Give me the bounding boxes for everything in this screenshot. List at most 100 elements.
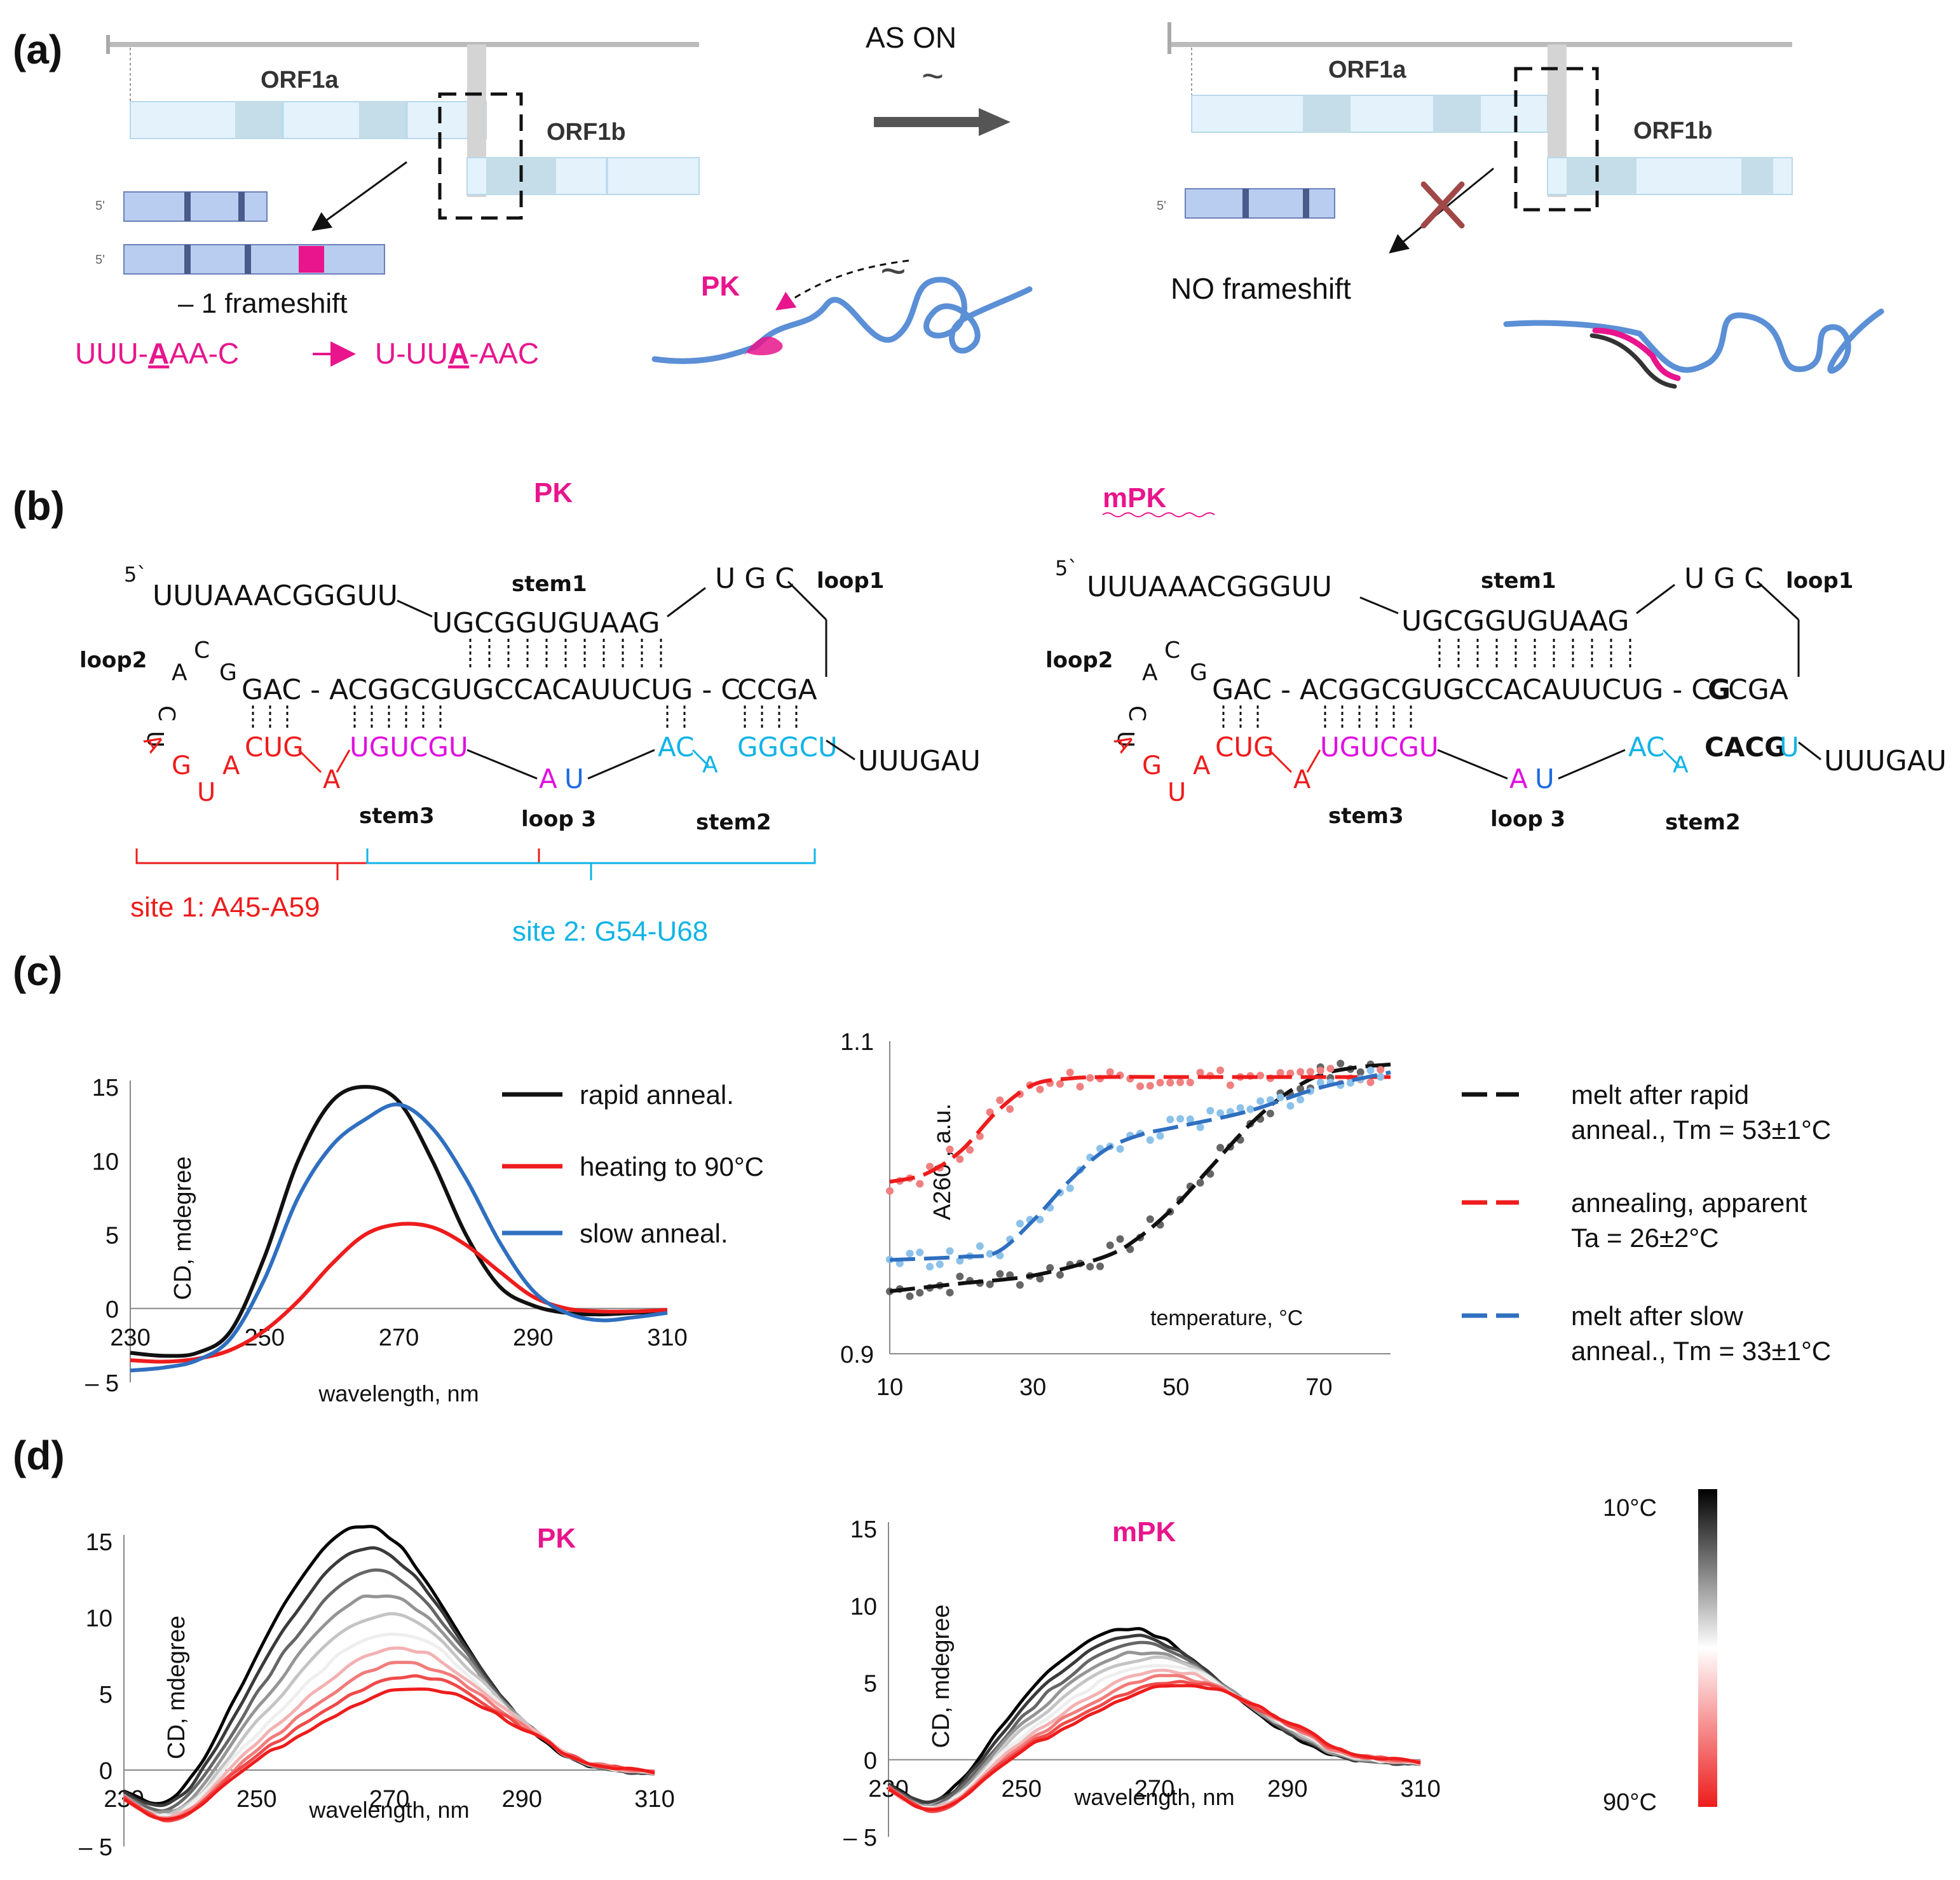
data-point bbox=[1256, 1097, 1265, 1105]
fit-line-1 bbox=[889, 1075, 1391, 1184]
site1-base: U bbox=[197, 778, 215, 807]
data-point bbox=[1146, 1136, 1154, 1144]
site1-bracket bbox=[135, 848, 540, 880]
link-line bbox=[1359, 596, 1399, 615]
orf1a-segment bbox=[359, 102, 407, 139]
data-point bbox=[946, 1145, 954, 1154]
data-point bbox=[886, 1187, 894, 1195]
mutated-bases: CACG bbox=[1705, 732, 1786, 763]
stem3-bases: UGUCGU bbox=[1320, 732, 1439, 763]
orf1b-segment bbox=[1741, 158, 1773, 194]
data-point bbox=[1046, 1264, 1054, 1272]
data-point bbox=[1286, 1101, 1295, 1110]
data-point bbox=[1136, 1082, 1144, 1091]
legend-label-annealing: annealing, apparent bbox=[1571, 1188, 1807, 1218]
data-point bbox=[1116, 1145, 1124, 1153]
link-line bbox=[1756, 580, 1800, 621]
data-point bbox=[1116, 1235, 1124, 1243]
data-point bbox=[1146, 1215, 1154, 1223]
x-tick-label: 10 bbox=[876, 1374, 903, 1401]
x-axis-label: temperature, °C bbox=[1150, 1306, 1303, 1330]
data-point bbox=[1156, 1079, 1164, 1087]
data-point bbox=[1006, 1105, 1014, 1113]
rna-ribbon-left: PK ~ bbox=[651, 246, 1033, 364]
seq-5prime: UUUAAACGGGUU bbox=[1087, 571, 1332, 603]
temperature-curve-0 bbox=[123, 1525, 655, 1806]
product-divider bbox=[245, 245, 251, 274]
loop3-base: A bbox=[539, 763, 557, 794]
fit-line-2 bbox=[889, 1070, 1391, 1262]
x-tick-label: 250 bbox=[1002, 1776, 1042, 1802]
orf1a-segment bbox=[235, 102, 283, 139]
y-axis-label: CD, mdegree bbox=[170, 1157, 196, 1300]
main-strand: GAC - ACGGCGUGCCACAUUCUG - C bbox=[242, 674, 740, 706]
five-prime: 5` bbox=[124, 562, 147, 587]
y-tick-label: – 5 bbox=[843, 1825, 877, 1851]
x-tick-label: 310 bbox=[634, 1786, 674, 1813]
stem1-pairs bbox=[469, 639, 662, 667]
five-prime-label: 5' bbox=[95, 253, 105, 267]
data-point bbox=[1236, 1104, 1244, 1112]
stem2-bases: AC bbox=[1628, 732, 1664, 763]
data-point bbox=[1216, 1143, 1225, 1152]
site1-bases: CUG bbox=[1215, 732, 1274, 763]
data-point bbox=[1226, 1081, 1234, 1089]
y-tick-label: 10 bbox=[850, 1593, 877, 1620]
panel-a-label: (a) bbox=[13, 27, 62, 72]
legend-label-melt-slow: anneal., Tm = 33±1°C bbox=[1571, 1336, 1831, 1366]
pk-title: PK bbox=[537, 1523, 576, 1554]
orf1b-label: ORF1b bbox=[547, 119, 626, 146]
link-line bbox=[1268, 749, 1293, 773]
x-axis-label: wavelength, nm bbox=[308, 1797, 469, 1823]
y-tick-label: 5 bbox=[105, 1223, 119, 1250]
data-point bbox=[1036, 1274, 1044, 1283]
data-point bbox=[1096, 1262, 1104, 1270]
loop3-base: A bbox=[1509, 763, 1528, 794]
y-tick-label: 10 bbox=[92, 1148, 119, 1175]
series-line-heating-to-90-c bbox=[130, 1222, 668, 1364]
dashed-binding-arrow bbox=[775, 259, 909, 311]
mpk-title: mPK bbox=[1103, 482, 1166, 514]
site1-base: A bbox=[1193, 751, 1211, 780]
zoom-arrow bbox=[311, 161, 407, 231]
data-point bbox=[1146, 1082, 1154, 1090]
data-point bbox=[1266, 1110, 1274, 1118]
legend-label-annealing: Ta = 26±2°C bbox=[1571, 1223, 1718, 1253]
data-point bbox=[986, 1250, 994, 1258]
lower-pairs bbox=[1222, 705, 1412, 731]
site2-bracket bbox=[366, 848, 816, 880]
y-tick-label: 15 bbox=[850, 1516, 877, 1543]
data-point bbox=[956, 1272, 964, 1281]
y-axis-label: A260 , a.u. bbox=[929, 1103, 956, 1220]
data-point bbox=[1216, 1109, 1225, 1117]
loop2-label: loop2 bbox=[1045, 648, 1113, 673]
loop3-label: loop 3 bbox=[521, 807, 596, 832]
y-tick-label: 0 bbox=[864, 1748, 877, 1774]
legend-melt: melt after rapid anneal., Tm = 53±1°C an… bbox=[1462, 1080, 1831, 1366]
y-axis-label: CD, mdegree bbox=[163, 1616, 190, 1759]
main-strand: GAC - ACGGCGUGCCACAUUCUG - C bbox=[1212, 674, 1711, 706]
temperature-curve-6 bbox=[123, 1646, 655, 1821]
data-point bbox=[1377, 1066, 1385, 1074]
colorbar-top-label: 10°C bbox=[1603, 1495, 1657, 1522]
data-point bbox=[1326, 1065, 1335, 1073]
loop2-base: U bbox=[1112, 731, 1138, 747]
rna-backbone bbox=[651, 276, 1033, 364]
temperature-colorbar bbox=[1698, 1489, 1717, 1807]
data-point bbox=[1106, 1241, 1114, 1250]
pk-structure: 5` UUUAAACGGGUU stem1 UGCGGUGUAAG U G C … bbox=[79, 562, 981, 947]
data-point bbox=[1156, 1132, 1164, 1140]
link-line bbox=[1558, 749, 1626, 780]
x-tick-label: 270 bbox=[379, 1325, 419, 1351]
data-point bbox=[1346, 1079, 1354, 1087]
as-on-arrow: AS ON ~ bbox=[866, 21, 1011, 136]
link-line bbox=[826, 739, 855, 761]
loop2-base: A bbox=[172, 660, 187, 686]
site1-label: site 1: A45-A59 bbox=[130, 892, 320, 923]
stem1-pairs bbox=[1438, 639, 1631, 667]
panel-a: (a) ORF1a ORF1b 5' 5' bbox=[13, 21, 1884, 389]
data-point bbox=[1016, 1220, 1024, 1228]
link-line bbox=[787, 580, 827, 621]
y-tick-label: 10 bbox=[86, 1605, 112, 1632]
